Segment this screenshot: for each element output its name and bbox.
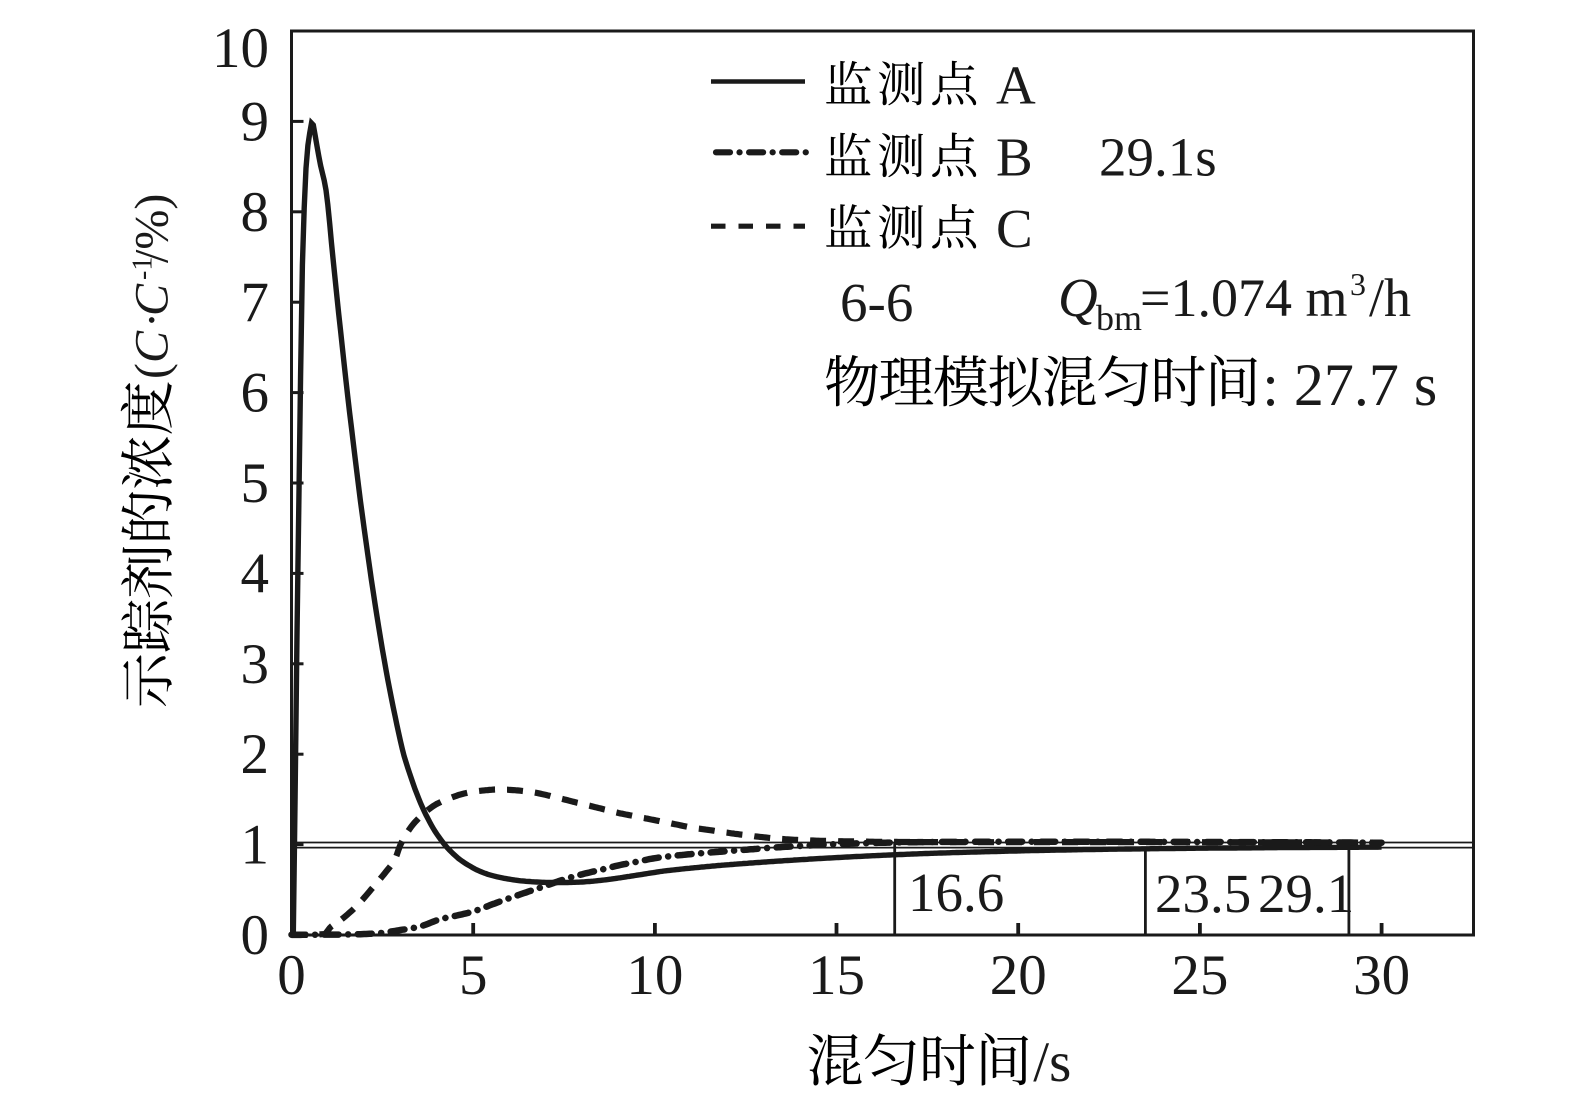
svg-text:9: 9 bbox=[241, 90, 270, 153]
svg-text:15: 15 bbox=[808, 944, 865, 1007]
svg-text:10: 10 bbox=[212, 17, 269, 80]
svg-text:0: 0 bbox=[277, 944, 306, 1007]
svg-text:/s: /s bbox=[1033, 1031, 1071, 1094]
svg-text:C: C bbox=[996, 198, 1033, 259]
svg-text:/h: /h bbox=[1369, 268, 1411, 328]
svg-text:/%): /%) bbox=[126, 194, 179, 263]
svg-text:6: 6 bbox=[241, 362, 270, 425]
svg-text:20: 20 bbox=[990, 944, 1047, 1007]
svg-text:25: 25 bbox=[1171, 944, 1228, 1007]
svg-text:=1.074 m: =1.074 m bbox=[1140, 268, 1347, 328]
svg-text:2: 2 bbox=[241, 723, 270, 786]
svg-text:6-6: 6-6 bbox=[840, 272, 913, 333]
svg-text:3: 3 bbox=[241, 633, 270, 696]
svg-text:29.1s: 29.1s bbox=[1099, 126, 1217, 187]
svg-text:B: B bbox=[996, 126, 1033, 187]
svg-text:-1: -1 bbox=[128, 257, 159, 280]
svg-text:8: 8 bbox=[241, 181, 270, 244]
svg-text:4: 4 bbox=[241, 542, 270, 605]
svg-text:0: 0 bbox=[241, 904, 270, 967]
svg-text:1: 1 bbox=[241, 814, 270, 877]
svg-text:29.1: 29.1 bbox=[1258, 863, 1354, 924]
svg-text:Q: Q bbox=[1058, 267, 1098, 328]
svg-text:30: 30 bbox=[1353, 944, 1410, 1007]
svg-text:bm: bm bbox=[1096, 298, 1142, 338]
svg-text:·: · bbox=[126, 312, 179, 328]
svg-text:(: ( bbox=[126, 363, 179, 379]
svg-text:10: 10 bbox=[626, 944, 683, 1007]
svg-text:7: 7 bbox=[241, 271, 270, 334]
svg-text:A: A bbox=[996, 55, 1036, 116]
svg-text:3: 3 bbox=[1350, 266, 1366, 302]
svg-text:: 27.7 s: : 27.7 s bbox=[1262, 352, 1437, 418]
svg-text:C: C bbox=[126, 330, 179, 363]
svg-text:C: C bbox=[126, 283, 179, 316]
svg-text:5: 5 bbox=[241, 452, 270, 515]
svg-text:16.6: 16.6 bbox=[908, 862, 1004, 923]
svg-text:23.5: 23.5 bbox=[1155, 863, 1251, 924]
svg-text:5: 5 bbox=[459, 944, 488, 1007]
